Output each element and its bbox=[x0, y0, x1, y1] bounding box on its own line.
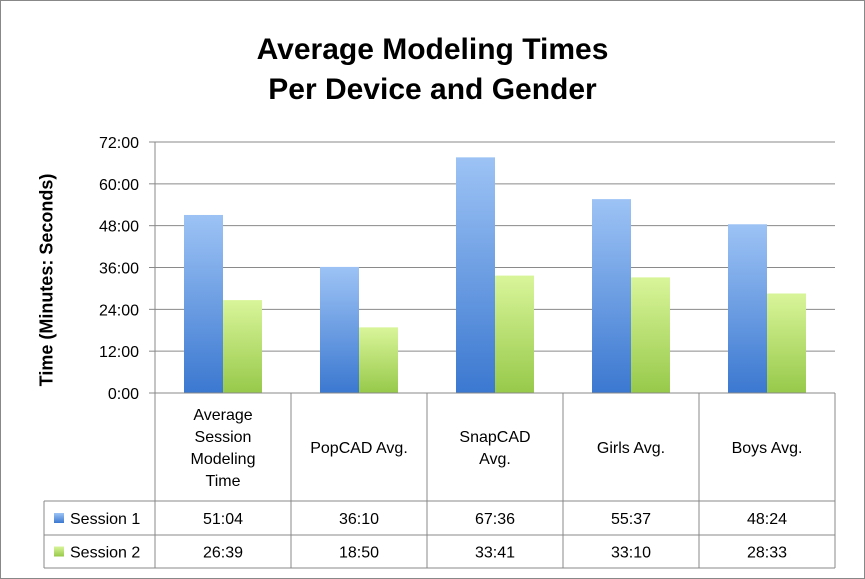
x-tick-label: Avg. bbox=[479, 451, 511, 468]
chart-title: Average Modeling Times Per Device and Ge… bbox=[0, 30, 865, 110]
y-tick-label: 72:00 bbox=[99, 135, 139, 152]
bar-1 bbox=[592, 199, 631, 393]
data-label: 26:39 bbox=[203, 545, 243, 562]
y-tick-label: 24:00 bbox=[99, 302, 139, 319]
axes: 0:00 12:00 24:00 36:00 48:00 60:00 72:00 bbox=[99, 135, 156, 403]
data-label: 33:41 bbox=[475, 545, 515, 562]
data-label: 48:24 bbox=[747, 511, 787, 528]
bar-2 bbox=[631, 277, 670, 393]
x-tick-label: Average bbox=[193, 407, 252, 424]
data-label: 36:10 bbox=[339, 511, 379, 528]
y-tick-label: 48:00 bbox=[99, 219, 139, 236]
legend-swatch bbox=[54, 546, 64, 557]
chart-title-line-2: Per Device and Gender bbox=[268, 73, 597, 106]
chart-title-line-1: Average Modeling Times bbox=[256, 33, 609, 66]
legend-label: Session 2 bbox=[70, 545, 140, 562]
data-label: 18:50 bbox=[339, 545, 379, 562]
bar-1 bbox=[320, 266, 359, 393]
x-tick-label: PopCAD Avg. bbox=[310, 440, 408, 457]
bar-2 bbox=[767, 293, 806, 393]
bars bbox=[184, 157, 806, 393]
legend-label: Session 1 bbox=[70, 511, 140, 528]
data-table: Average Session Modeling Time PopCAD Avg. Sna… bbox=[43, 392, 836, 569]
x-tick-label: Boys Avg. bbox=[732, 440, 803, 457]
y-tick-label: 60:00 bbox=[99, 177, 139, 194]
bar-1 bbox=[184, 214, 223, 393]
data-label: 67:36 bbox=[475, 511, 515, 528]
bar-2 bbox=[359, 327, 398, 393]
bar-1 bbox=[456, 157, 495, 393]
x-tick-label: Session bbox=[195, 429, 252, 446]
bar-1 bbox=[728, 224, 767, 393]
x-tick-label: Girls Avg. bbox=[597, 440, 665, 457]
data-label: 55:37 bbox=[611, 511, 651, 528]
data-label: 33:10 bbox=[611, 545, 651, 562]
legend-swatch bbox=[54, 513, 64, 523]
x-tick-label: SnapCAD bbox=[459, 429, 530, 446]
y-tick-label: 36:00 bbox=[99, 261, 139, 278]
x-tick-label: Modeling bbox=[191, 451, 256, 468]
bar-2 bbox=[223, 300, 262, 393]
y-tick-label: 0:00 bbox=[108, 386, 139, 403]
bar-2 bbox=[495, 275, 534, 393]
data-label: 28:33 bbox=[747, 545, 787, 562]
data-label: 51:04 bbox=[203, 511, 243, 528]
y-tick-label: 12:00 bbox=[99, 344, 139, 361]
x-tick-label: Time bbox=[206, 473, 241, 490]
